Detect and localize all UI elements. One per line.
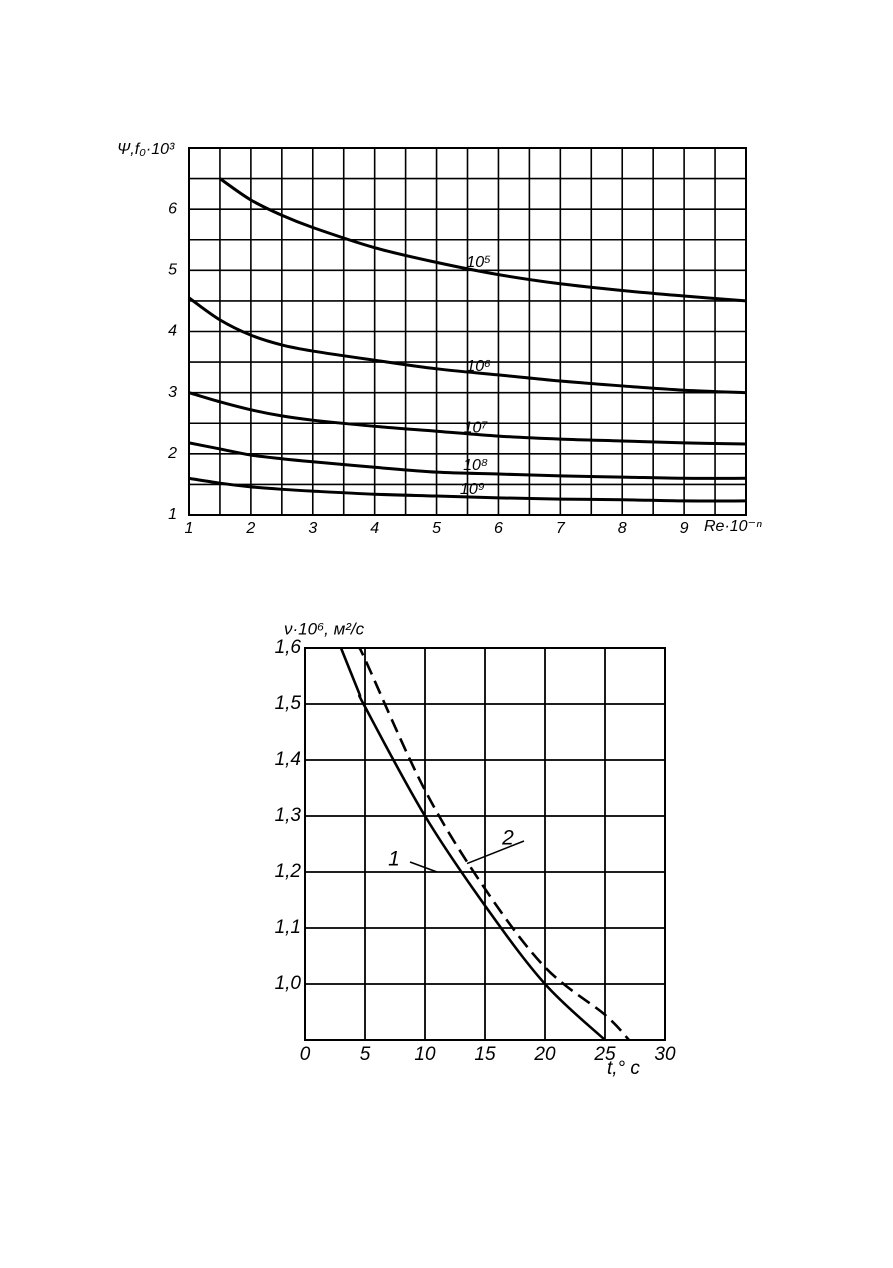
series-label: 10⁶	[466, 358, 491, 375]
series-label: 2	[501, 827, 514, 850]
y-tick-label: 2	[167, 445, 177, 462]
y-tick-label: 1	[168, 506, 177, 523]
y-axis-title: Ψ,f₀·10³	[117, 141, 175, 158]
x-tick-label: 20	[533, 1044, 556, 1065]
x-tick-label: 0	[300, 1044, 311, 1065]
y-tick-label: 5	[168, 262, 177, 279]
x-tick-label: 1	[185, 520, 194, 537]
y-tick-label: 1,1	[275, 917, 301, 938]
y-tick-label: 4	[168, 323, 177, 340]
curve	[189, 476, 746, 503]
x-axis-title: Re·10⁻ⁿ	[704, 518, 762, 535]
x-tick-label: 8	[618, 520, 627, 537]
y-tick-label: 1,6	[275, 637, 302, 658]
y-tick-label: 1,3	[275, 805, 302, 826]
leader-line	[409, 861, 438, 873]
plot-area	[339, 648, 630, 1040]
series-label: 10⁸	[463, 457, 488, 474]
x-tick-label: 7	[556, 520, 566, 537]
y-tick-label: 1,4	[275, 749, 301, 770]
series-label: 1	[388, 848, 400, 871]
curve	[357, 648, 630, 1040]
series-label: 10⁹	[460, 481, 485, 498]
plot-frame	[188, 147, 747, 516]
y-tick-label: 1,5	[275, 693, 302, 714]
x-tick-label: 4	[370, 520, 379, 537]
curve	[189, 296, 746, 395]
curve	[189, 391, 746, 446]
y-tick-label: 1,2	[275, 861, 302, 882]
series-label: 10⁷	[464, 419, 489, 436]
y-tick-label: 6	[168, 200, 177, 217]
plot-frame	[304, 647, 666, 1041]
x-tick-label: 6	[494, 520, 503, 537]
x-tick-label: 3	[308, 520, 317, 537]
curve	[189, 441, 746, 480]
plot-area	[189, 177, 746, 503]
x-tick-label: 2	[245, 520, 255, 537]
x-tick-label: 5	[432, 520, 441, 537]
x-tick-label: 10	[414, 1044, 436, 1065]
x-tick-label: 25	[593, 1044, 616, 1065]
y-tick-label: 3	[168, 384, 177, 401]
x-axis-title: t,° c	[607, 1058, 640, 1079]
y-axis-title: ν·10⁶, м²/с	[284, 619, 365, 638]
curve	[339, 648, 606, 1040]
curve	[219, 177, 746, 303]
leader-line	[466, 840, 525, 865]
y-tick-label: 1,0	[275, 973, 302, 994]
series-label: 10⁵	[466, 254, 491, 271]
x-tick-label: 9	[680, 520, 689, 537]
x-tick-label: 30	[654, 1044, 676, 1065]
x-tick-label: 5	[360, 1044, 371, 1065]
x-tick-label: 15	[474, 1044, 496, 1065]
